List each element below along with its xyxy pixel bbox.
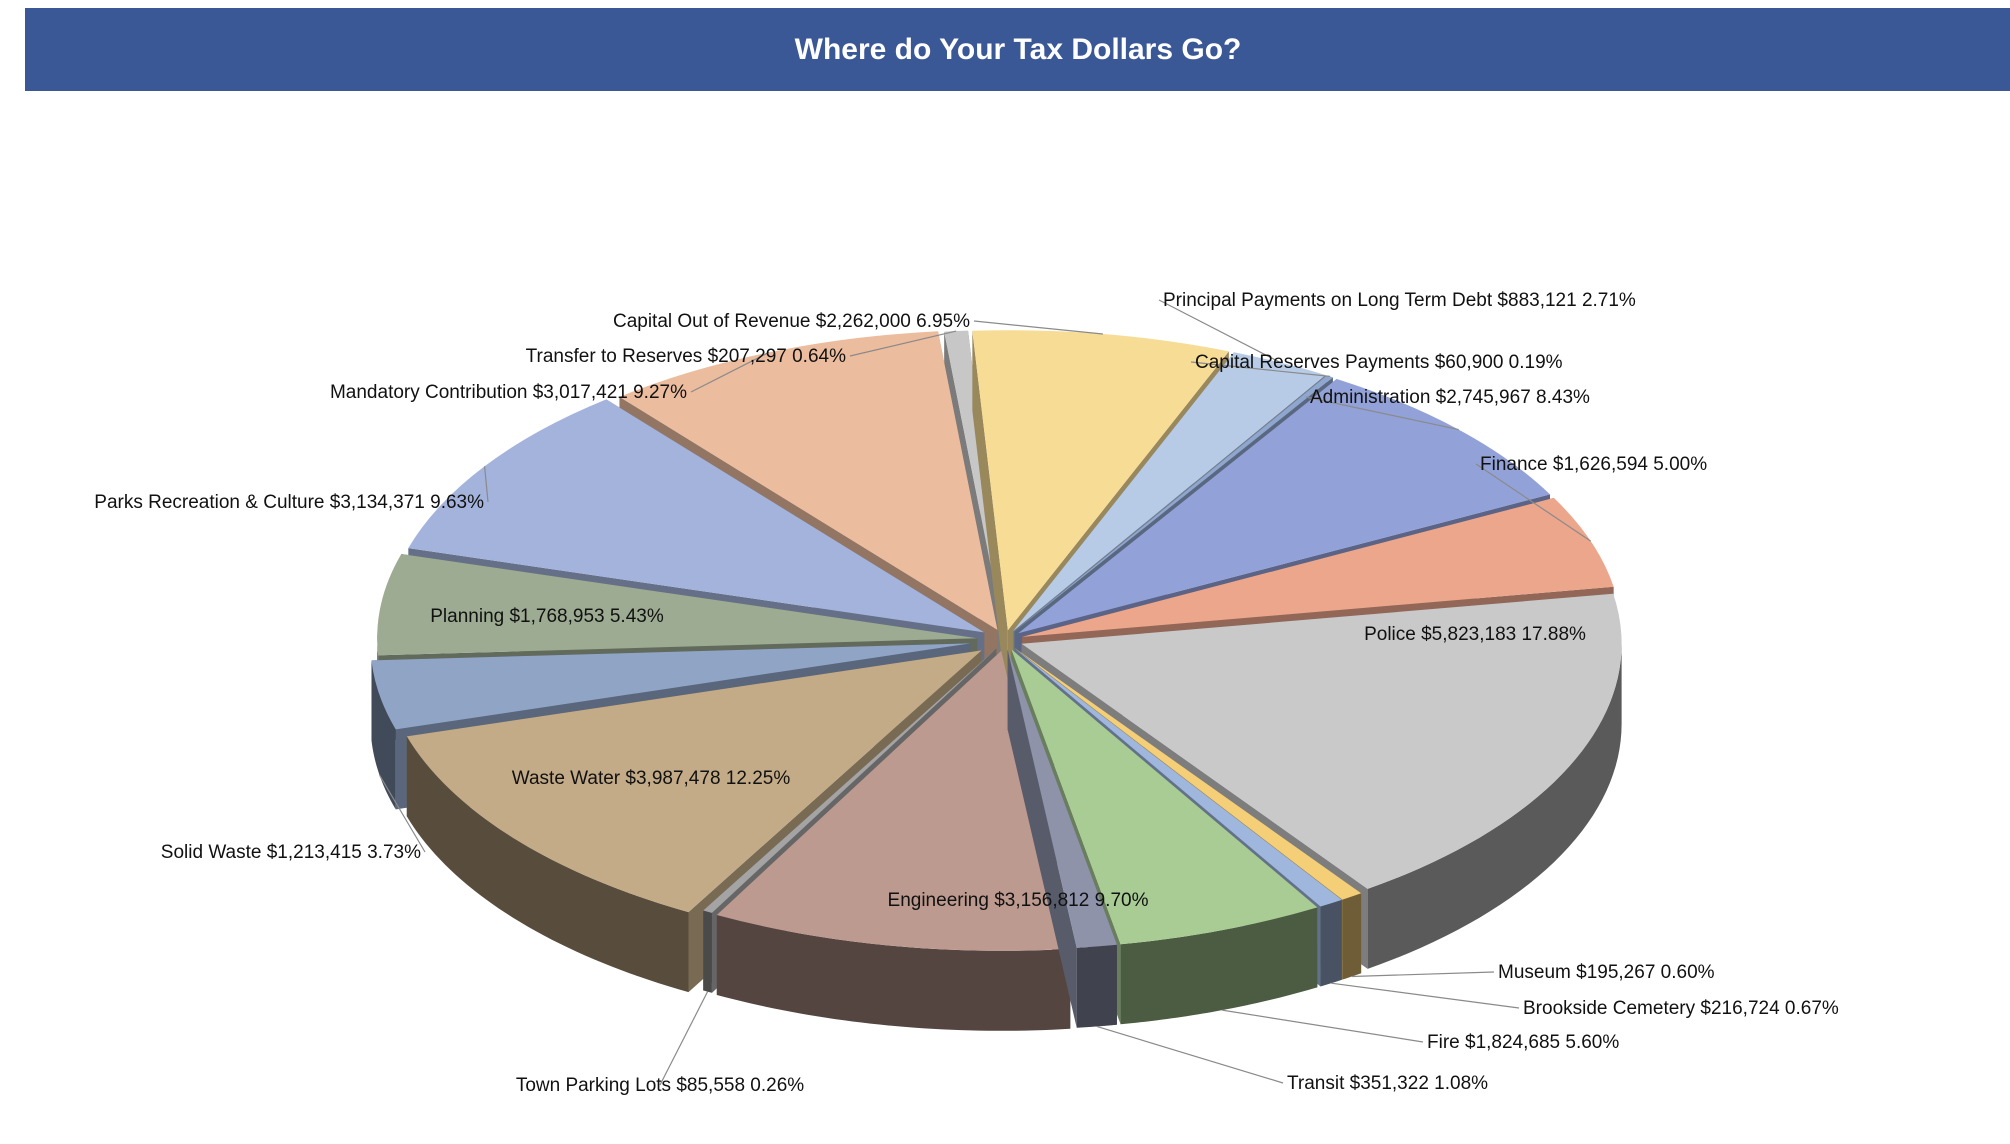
slice-outer-wall <box>1367 644 1622 969</box>
data-label: Transfer to Reserves $207,297 0.64% <box>526 346 846 367</box>
data-label: Capital Out of Revenue $2,262,000 6.95% <box>613 311 970 332</box>
slice-top-face <box>1011 649 1318 945</box>
data-label: Engineering $3,156,812 9.70% <box>888 890 1149 911</box>
chart-title-bar: Where do Your Tax Dollars Go? <box>25 8 2010 91</box>
chart-title: Where do Your Tax Dollars Go? <box>794 32 1242 66</box>
label-leader-lines <box>379 299 1592 1086</box>
slice-top-face <box>1021 593 1622 889</box>
data-label: Mandatory Contribution $3,017,421 9.27% <box>330 382 687 403</box>
slice-top-face <box>408 399 985 633</box>
leader-line <box>1158 299 1282 364</box>
slice-top-face <box>1015 648 1362 900</box>
data-label: Town Parking Lots $85,558 0.26% <box>516 1075 804 1096</box>
slice-labels: Capital Out of Revenue $2,262,000 6.95% P… <box>94 290 1839 1096</box>
leader-line <box>1475 463 1592 542</box>
slice-outer-wall <box>1342 893 1362 980</box>
leader-line <box>1096 1025 1284 1084</box>
leader-line <box>1305 396 1459 431</box>
leader-line <box>849 330 957 357</box>
leader-line <box>1190 361 1330 377</box>
data-label: Planning $1,768,953 5.43% <box>430 606 664 627</box>
slice-top-face <box>703 648 997 913</box>
data-label: Waste Water $3,987,478 12.25% <box>512 768 791 789</box>
slice-outer-wall <box>371 660 396 810</box>
leader-line <box>1351 971 1495 978</box>
leader-line <box>659 991 709 1086</box>
data-label: Fire $1,824,685 5.60% <box>1427 1032 1619 1053</box>
slice-top-face <box>972 330 1229 631</box>
slice-top-face <box>1013 352 1326 632</box>
slice-top-face <box>1014 648 1342 907</box>
data-label: Finance $1,626,594 5.00% <box>1480 454 1707 475</box>
data-label: Brookside Cemetery $216,724 0.67% <box>1523 998 1839 1019</box>
data-label: Police $5,823,183 17.88% <box>1364 624 1586 645</box>
slice-top-face <box>377 554 978 656</box>
slice-top-face <box>1018 379 1551 634</box>
slice-outer-wall <box>716 914 1071 1031</box>
slice-top-face <box>1007 649 1117 948</box>
slice-top-face <box>1022 497 1614 637</box>
data-label: Solid Waste $1,213,415 3.73% <box>161 842 421 863</box>
data-label: Principal Payments on Long Term Debt $88… <box>1163 290 1636 311</box>
leader-line <box>1331 982 1520 1009</box>
slice-engineering <box>716 650 1071 1031</box>
slice-side-wall <box>972 330 1008 711</box>
slice-top-face <box>944 330 1004 631</box>
leader-line <box>379 774 426 853</box>
slice-transit <box>1007 649 1117 1028</box>
slice-top-face <box>406 650 982 913</box>
leader-line <box>690 351 770 393</box>
slice-top-face <box>619 331 998 630</box>
data-label: Parks Recreation & Culture $3,134,371 9.… <box>94 492 484 513</box>
leader-line <box>1222 1009 1424 1043</box>
slice-top-face <box>1014 375 1333 632</box>
data-label: Capital Reserves Payments $60,900 0.19% <box>1195 352 1563 373</box>
slice-outer-wall <box>1320 899 1342 987</box>
slice-top-face <box>371 643 971 730</box>
slice-top-face <box>716 650 1071 951</box>
slice-outer-wall <box>1076 944 1117 1028</box>
data-label: Museum $195,267 0.60% <box>1498 962 1715 983</box>
leader-line <box>483 466 489 503</box>
data-label: Administration $2,745,967 8.43% <box>1310 387 1590 408</box>
slice-outer-wall <box>1120 907 1318 1025</box>
slice-outer-wall <box>703 910 712 993</box>
slice-outer-wall <box>406 736 689 993</box>
slice-side-wall <box>1007 649 1077 1028</box>
leader-line <box>973 320 1103 335</box>
data-label: Transit $351,322 1.08% <box>1287 1073 1488 1094</box>
pie-slices <box>371 330 1622 1031</box>
